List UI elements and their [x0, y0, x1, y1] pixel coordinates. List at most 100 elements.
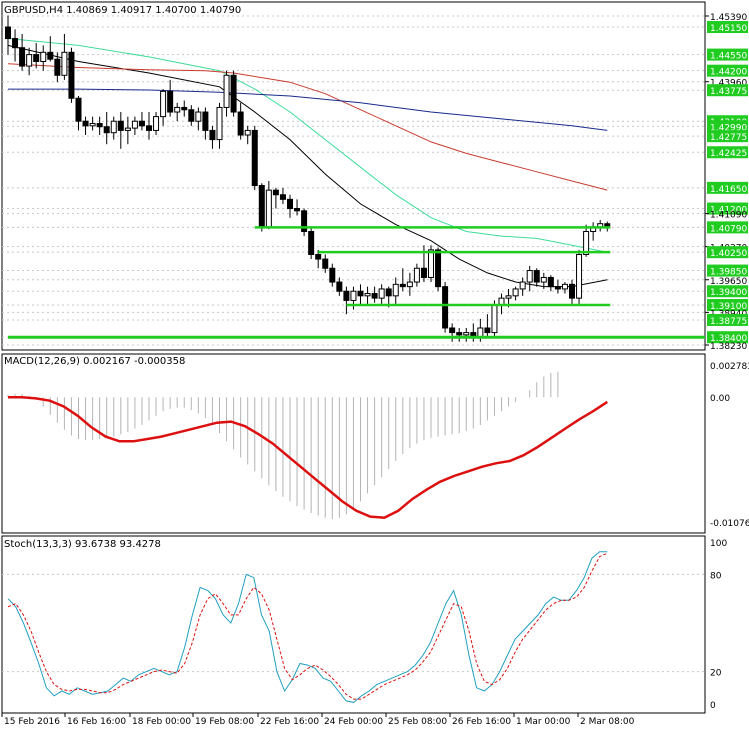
candle [181, 100, 188, 117]
candle-body [463, 332, 470, 336]
candle [110, 116, 117, 140]
time-label: 15 Feb 2016 [4, 717, 60, 727]
candle-body [138, 120, 145, 127]
candle-body [364, 293, 371, 297]
candle [230, 70, 237, 117]
stoch-main-line [7, 551, 608, 703]
moving-average-line [8, 88, 608, 131]
candle [301, 208, 308, 237]
candle-body [195, 111, 202, 122]
candle [569, 279, 575, 306]
candle [167, 79, 174, 117]
price-label: 1.42990 [710, 123, 747, 133]
candle-body [420, 267, 427, 278]
candle-body [124, 127, 131, 131]
price-label-bg [707, 21, 748, 34]
moving-average-line [7, 63, 608, 191]
candle [75, 95, 82, 131]
candle-body [146, 125, 152, 131]
price-label-bg [707, 299, 748, 312]
candle-body [519, 281, 526, 290]
macd-pane-frame [1, 353, 706, 534]
candle [89, 116, 96, 131]
candle [484, 314, 491, 338]
candle [442, 282, 449, 333]
candle [223, 70, 230, 117]
candle [343, 286, 350, 315]
candle-body [554, 286, 561, 290]
candle-body [547, 276, 554, 288]
price-label-bg [707, 221, 748, 234]
candle-body [576, 253, 583, 299]
macd-pane[interactable]: 0.002783 0.00 -0.010767 [1, 353, 749, 534]
price-label-bg [707, 84, 748, 97]
candle [68, 47, 75, 103]
candle-body [75, 97, 82, 122]
candle-body [68, 51, 75, 99]
time-label: 18 Feb 00:00 [132, 717, 191, 727]
candle [82, 116, 89, 136]
candle [5, 15, 11, 55]
price-label: 1.39100 [710, 302, 747, 312]
candle-body [357, 290, 364, 297]
price-label: 1.44200 [710, 68, 747, 78]
candle-body [33, 54, 40, 62]
candle-body [301, 210, 308, 233]
candle-body [209, 129, 216, 141]
price-label: 1.42775 [710, 133, 747, 143]
candle-body [371, 293, 378, 299]
time-label: 2 Mar 08:00 [580, 717, 635, 727]
price-label-bg [707, 264, 748, 277]
price-label: 1.42425 [710, 149, 747, 159]
stoch-signal-line [7, 552, 608, 700]
price-label-bg [707, 313, 748, 326]
time-label: 22 Feb 16:00 [260, 717, 319, 727]
candle-body [12, 38, 19, 49]
price-pane-frame [1, 1, 706, 351]
candle-body [540, 276, 547, 283]
stoch-axis-label: 80 [710, 571, 722, 581]
candle [392, 277, 399, 306]
candle [456, 327, 463, 342]
candle [216, 102, 223, 149]
candle [195, 107, 202, 131]
price-label: 1.44550 [710, 52, 747, 62]
candle-body [442, 286, 449, 329]
candle-body [216, 106, 223, 141]
candle-body [251, 129, 258, 187]
candle [40, 45, 47, 71]
candle [244, 125, 251, 145]
candle [19, 33, 26, 71]
candle-body [181, 106, 188, 111]
stoch-pane[interactable]: 100 80 20 0 [1, 535, 727, 714]
candle-body [47, 51, 54, 60]
candle [413, 263, 420, 287]
candle [540, 272, 547, 289]
candle-body [188, 109, 195, 122]
candle-body [561, 283, 568, 290]
price-label: 1.41090 [710, 211, 747, 221]
candle [12, 29, 19, 62]
candle-body [265, 189, 272, 228]
candle-body [272, 189, 279, 196]
time-label: 24 Feb 00:00 [324, 717, 383, 727]
price-label: 1.41650 [710, 185, 747, 195]
candle [406, 272, 413, 296]
candle-body [117, 120, 124, 131]
candle [322, 254, 329, 273]
candle-body [505, 295, 512, 299]
candle [138, 112, 145, 131]
candle [287, 194, 293, 218]
price-label-bg [707, 331, 748, 344]
price-label: 1.39650 [710, 277, 747, 287]
candle [96, 116, 103, 136]
candle-body [336, 281, 343, 292]
candle [272, 187, 279, 209]
price-label: 1.45150 [710, 24, 747, 34]
candle [547, 275, 554, 292]
candle [561, 282, 568, 294]
candle [279, 187, 286, 204]
time-label: 1 Mar 00:00 [516, 717, 571, 727]
